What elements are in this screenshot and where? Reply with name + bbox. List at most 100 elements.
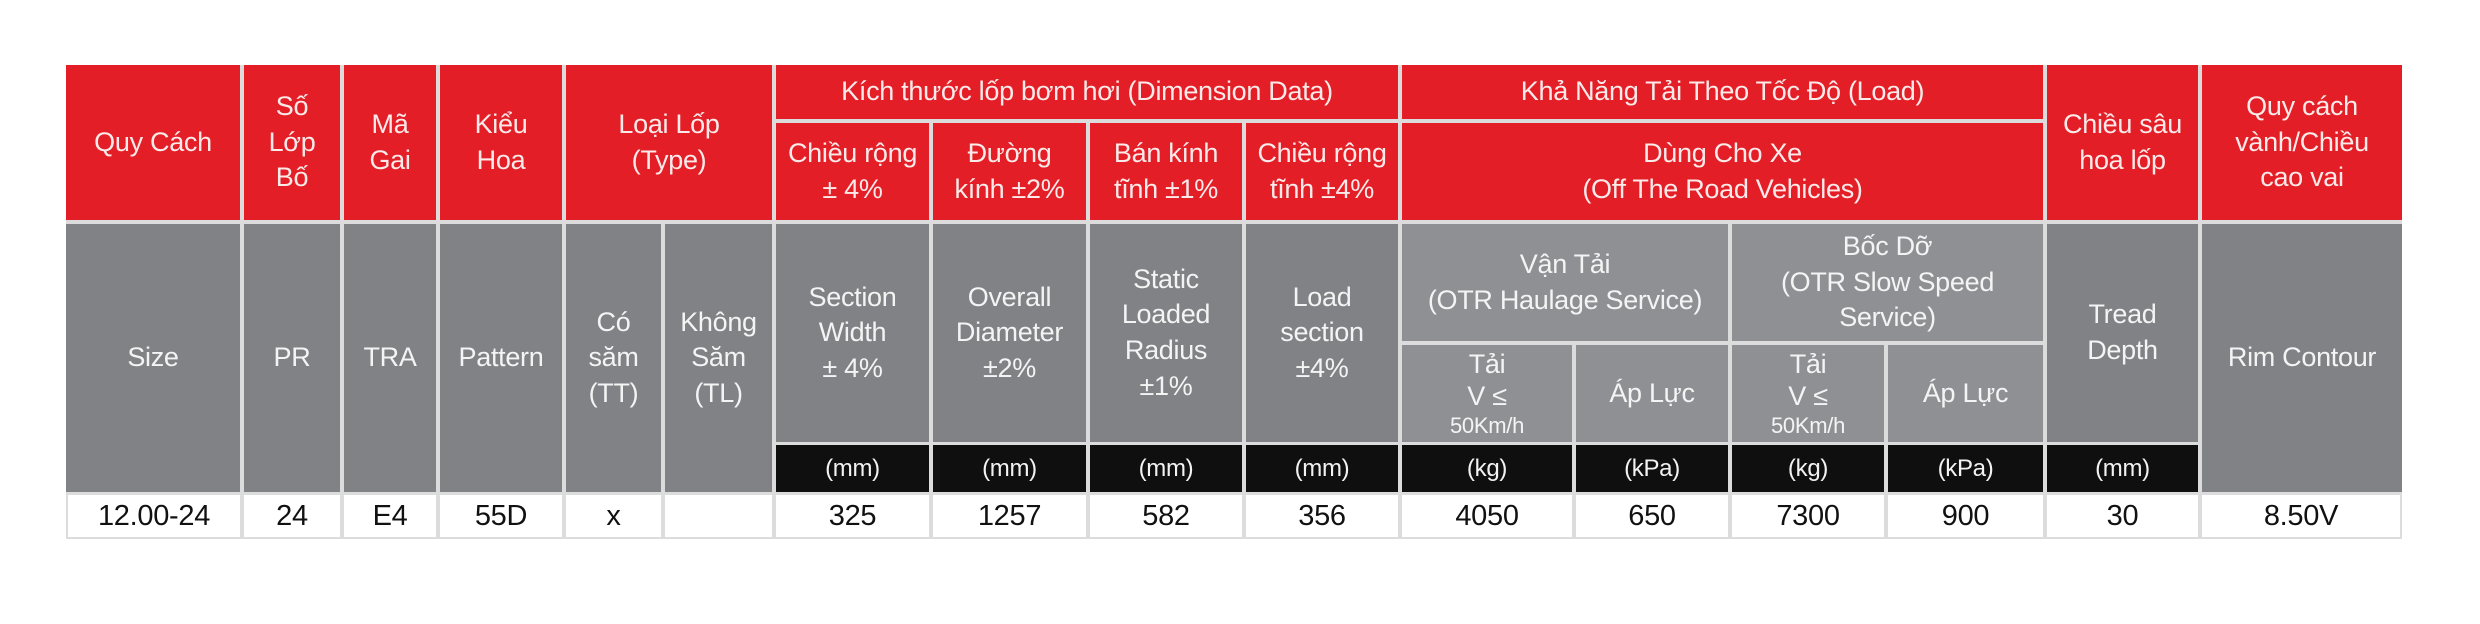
header-section-width-en: Section Width ± 4% (776, 224, 929, 442)
header-text: Không (680, 306, 757, 337)
header-dimension-group: Kích thước lốp bơm hơi (Dimension Data) (776, 65, 1398, 119)
cell-text: 650 (1628, 499, 1676, 532)
header-text: Pattern (458, 342, 544, 373)
header-rim-vi: Quy cách vành/Chiều cao vai (2202, 65, 2402, 220)
header-text: (TL) (694, 377, 743, 408)
header-text: tĩnh ±4% (1270, 173, 1374, 204)
cell-tra: E4 (344, 495, 436, 537)
header-tread-vi: Chiều sâu hoa lốp (2047, 65, 2198, 220)
header-static-radius-en: Static Loaded Radius ±1% (1090, 224, 1242, 442)
header-text: (OTR Haulage Service) (1427, 284, 1703, 315)
cell-size: 12.00-24 (68, 495, 240, 537)
unit-haulage-pressure: (kPa) (1576, 445, 1728, 492)
cell-tubeless (665, 495, 772, 537)
header-text: V ≤ (1788, 381, 1828, 412)
header-pattern-en: Pattern (440, 224, 562, 492)
cell-overall-diameter: 1257 (933, 495, 1086, 537)
cell-text: 325 (828, 499, 877, 532)
header-text: săm (588, 342, 639, 373)
header-size-en: Size (66, 224, 240, 492)
unit-text: (kg) (1787, 454, 1829, 482)
header-text: (OTR Slow Speed (1780, 266, 1995, 297)
header-text: section (1280, 317, 1364, 348)
cell-text: 30 (2106, 499, 2139, 532)
unit-text: (kg) (1466, 454, 1508, 482)
unit-text: (mm) (1294, 454, 1350, 482)
header-haulage-pressure: Áp Lực (1576, 345, 1728, 442)
cell-load-section: 356 (1246, 495, 1398, 537)
header-text: kính ±2% (954, 173, 1065, 204)
cell-haulage-load: 4050 (1402, 495, 1572, 537)
header-type-vi: Loại Lốp (Type) (566, 65, 772, 220)
unit-text: (kPa) (1624, 454, 1680, 482)
cell-tread-depth: 30 (2047, 495, 2198, 537)
cell-pattern: 55D (440, 495, 562, 537)
header-text: V ≤ (1467, 381, 1507, 412)
header-text: ±4% (1295, 352, 1349, 383)
header-otr-vehicles: Dùng Cho Xe (Off The Road Vehicles) (1402, 123, 2043, 220)
header-text: Khả Năng Tải Theo Tốc Độ (Load) (1520, 76, 1925, 107)
cell-text: 356 (1298, 499, 1346, 532)
header-tubeless: Không Săm (TL) (665, 224, 772, 492)
header-text: Depth (2087, 335, 2158, 365)
cell-haulage-pressure: 650 (1576, 495, 1728, 537)
header-text: Service) (1839, 302, 1936, 333)
header-pr-en: PR (244, 224, 340, 492)
header-text: 50Km/h (1449, 412, 1525, 438)
unit-text: (mm) (2095, 454, 2150, 482)
header-text: Loại Lốp (618, 108, 720, 139)
header-text: (TT) (588, 377, 639, 408)
header-text: Gai (369, 144, 411, 175)
header-text: hoa lốp (2079, 144, 2166, 175)
header-load-group: Khả Năng Tải Theo Tốc Độ (Load) (1402, 65, 2043, 119)
header-haulage-service: Vận Tải (OTR Haulage Service) (1402, 224, 1728, 341)
header-text: Săm (691, 342, 746, 373)
header-haulage-load: Tải V ≤ 50Km/h (1402, 345, 1572, 442)
unit-section-width: (mm) (776, 445, 929, 492)
header-text: Bố (275, 162, 309, 193)
cell-rim-contour: 8.50V (2202, 495, 2400, 537)
header-static-radius-vi: Bán kính tĩnh ±1% (1090, 123, 1242, 220)
header-text: Mã (371, 108, 409, 139)
header-text: Tải (1789, 348, 1827, 379)
header-text: Áp Lực (1609, 377, 1695, 408)
header-text: Lớp (268, 126, 316, 157)
header-slow-load: Tải V ≤ 50Km/h (1732, 345, 1884, 442)
header-text: Tread (2088, 299, 2157, 330)
header-text: Load (1292, 281, 1352, 312)
header-text: Chiều rộng (1257, 137, 1387, 168)
cell-text: 55D (474, 499, 528, 532)
header-pattern-vi: Kiểu Hoa (440, 65, 562, 220)
header-text: Áp Lực (1922, 377, 2009, 408)
header-tread-en: Tread Depth (2047, 224, 2198, 442)
header-load-section-vi: Chiều rộng tĩnh ±4% (1246, 123, 1398, 220)
header-pr-vi: Số Lớp Bố (244, 65, 340, 220)
cell-text: 7300 (1776, 499, 1840, 532)
header-text: ± 4% (822, 173, 883, 204)
header-text: Rim Contour (2227, 342, 2377, 373)
header-text: ± 4% (822, 352, 883, 383)
header-text: Đường (967, 137, 1052, 168)
header-rim-en: Rim Contour (2202, 224, 2402, 492)
header-text: Section (808, 281, 897, 312)
unit-tread-depth: (mm) (2047, 445, 2198, 492)
header-tube-type: Có săm (TT) (566, 224, 661, 492)
unit-text: (mm) (982, 454, 1037, 482)
cell-text: x (606, 499, 621, 532)
header-text: Static (1133, 263, 1199, 294)
cell-slow-load: 7300 (1732, 495, 1884, 537)
header-size-vi: Quy Cách (66, 65, 240, 220)
header-overall-diameter-en: Overall Diameter ±2% (933, 224, 1086, 442)
header-text: Diameter (955, 317, 1064, 348)
header-text: vành/Chiều (2235, 126, 2369, 157)
header-text: Radius (1124, 335, 1208, 365)
unit-slow-load: (kg) (1732, 445, 1884, 492)
header-text: Hoa (476, 144, 526, 175)
header-text: Quy Cách (94, 126, 212, 157)
header-tra-vi: Mã Gai (344, 65, 436, 220)
cell-text: 12.00-24 (97, 499, 211, 532)
cell-text: 8.50V (2263, 499, 2339, 532)
header-text: Kích thước lốp bơm hơi (Dimension Data) (841, 76, 1333, 107)
header-text: Overall (967, 281, 1052, 312)
header-text: Tải (1468, 348, 1506, 379)
